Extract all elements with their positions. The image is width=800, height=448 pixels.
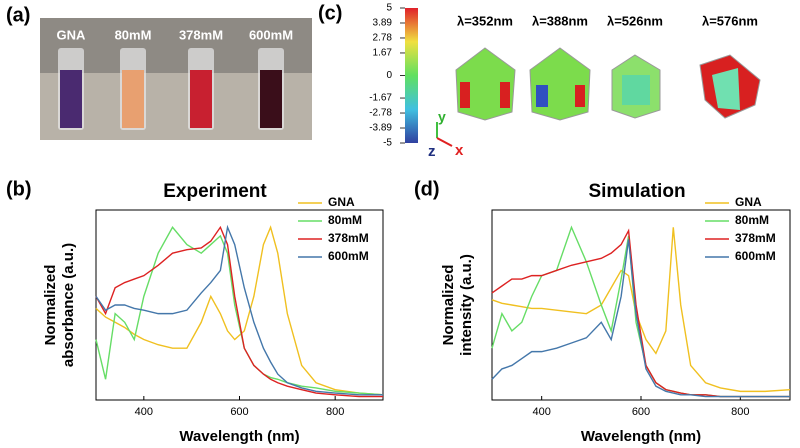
wavelength-label: λ=352nm — [457, 13, 513, 28]
colorbar-tick-label: 1.67 — [373, 48, 393, 59]
photo — [40, 18, 312, 140]
axis-letter: z — [428, 143, 436, 160]
colorbar-tick-label: -2.78 — [369, 108, 392, 119]
x-tick-label: 400 — [135, 406, 153, 418]
series-line — [95, 225, 384, 396]
chart-title: Simulation — [588, 181, 685, 202]
panel-label: (c) — [318, 2, 342, 24]
wavelength-label: λ=576nm — [702, 13, 758, 28]
colorbar-tick-label: 0 — [386, 70, 392, 81]
legend-label: 80mM — [735, 213, 769, 227]
colorbar — [405, 8, 418, 143]
legend-label: 378mM — [328, 231, 369, 245]
vial-label: 80mM — [115, 27, 152, 42]
colorbar-tick-label: -3.89 — [369, 123, 392, 134]
x-tick-label: 800 — [326, 406, 344, 418]
series-line — [491, 227, 791, 393]
axis-letter: x — [455, 142, 464, 159]
colorbar-tick-label: 2.78 — [373, 33, 393, 44]
series-line — [491, 228, 790, 398]
wavelength-label: λ=388nm — [532, 13, 588, 28]
vial-label: 378mM — [179, 27, 223, 42]
colorbar-tick-label: -1.67 — [369, 93, 392, 104]
x-axis-label: Wavelength (nm) — [179, 428, 299, 445]
legend-label: 600mM — [328, 249, 369, 263]
x-tick-label: 600 — [632, 406, 650, 418]
legend-label: 80mM — [328, 213, 362, 227]
legend-label: GNA — [735, 195, 762, 209]
vial-label: 600mM — [249, 27, 293, 42]
chart-title: Experiment — [163, 181, 267, 202]
y-axis-label: Normalizedintensity (a.u.) — [440, 254, 475, 356]
panel-label: (d) — [414, 178, 440, 200]
panel-label: (b) — [6, 178, 32, 200]
shapes — [436, 47, 761, 147]
panel-label: (a) — [6, 4, 30, 26]
colorbar-tick-label: 3.89 — [373, 18, 393, 29]
y-axis-label: Normalizedabsorbance (a.u.) — [42, 243, 77, 367]
series-line — [95, 226, 384, 396]
x-tick-label: 600 — [230, 406, 248, 418]
series-line — [491, 239, 790, 398]
legend-label: GNA — [328, 195, 355, 209]
legend-label: 600mM — [735, 249, 776, 263]
x-axis-label: Wavelength (nm) — [581, 428, 701, 445]
axis-letter: y — [438, 109, 446, 125]
x-tick-label: 400 — [532, 406, 550, 418]
legend-label: 378mM — [735, 231, 776, 245]
wavelength-label: λ=526nm — [607, 13, 663, 28]
series-line — [95, 225, 383, 398]
series-line — [95, 224, 383, 396]
vial-label: GNA — [57, 27, 87, 42]
colorbar-tick-label: 5 — [386, 3, 392, 14]
colorbar-tick-label: -5 — [383, 138, 392, 149]
x-tick-label: 800 — [731, 406, 749, 418]
